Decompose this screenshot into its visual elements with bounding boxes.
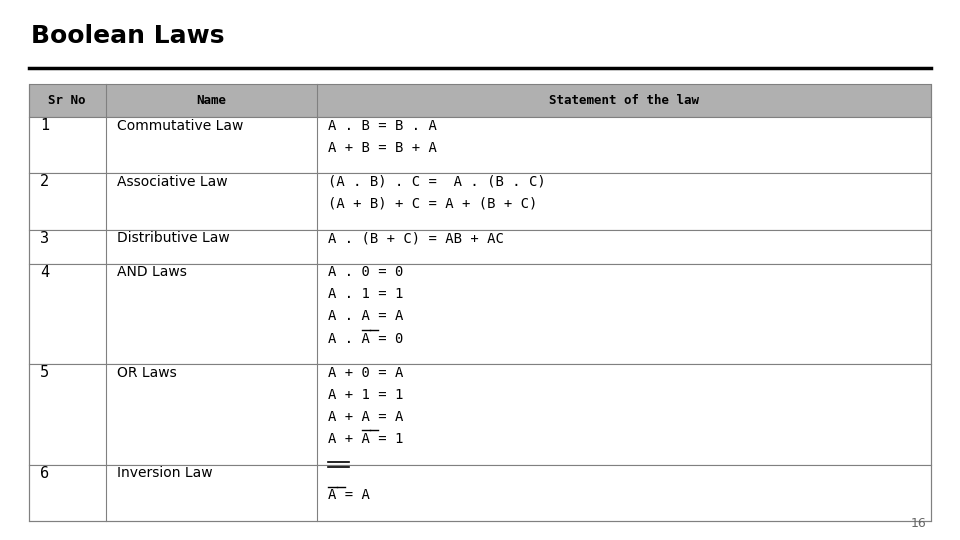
Text: 4: 4 xyxy=(40,265,50,280)
Text: OR Laws: OR Laws xyxy=(117,366,177,380)
Text: (A + B) + C = A + (B + C): (A + B) + C = A + (B + C) xyxy=(328,197,538,211)
Text: A + A = 1: A + A = 1 xyxy=(328,432,404,446)
Text: Commutative Law: Commutative Law xyxy=(117,119,244,132)
Text: A . A = 0: A . A = 0 xyxy=(328,332,404,346)
Text: A . 1 = 1: A . 1 = 1 xyxy=(328,287,404,301)
Text: A . B = B . A: A . B = B . A xyxy=(328,119,437,132)
Text: Boolean Laws: Boolean Laws xyxy=(31,24,225,48)
Text: A + 0 = A: A + 0 = A xyxy=(328,366,404,380)
Text: Name: Name xyxy=(196,94,227,107)
Text: 2: 2 xyxy=(40,174,50,190)
Text: A . A = A: A . A = A xyxy=(328,309,404,323)
Text: Statement of the law: Statement of the law xyxy=(549,94,699,107)
Text: Associative Law: Associative Law xyxy=(117,175,228,189)
Text: 5: 5 xyxy=(40,365,50,380)
Text: A = A: A = A xyxy=(328,488,371,502)
Text: AND Laws: AND Laws xyxy=(117,265,187,279)
Text: A + 1 = 1: A + 1 = 1 xyxy=(328,388,404,402)
Text: A . 0 = 0: A . 0 = 0 xyxy=(328,265,404,279)
Text: Sr No: Sr No xyxy=(48,94,86,107)
Text: A + B = B + A: A + B = B + A xyxy=(328,140,437,154)
Text: 6: 6 xyxy=(40,465,50,481)
Text: Distributive Law: Distributive Law xyxy=(117,231,229,245)
Text: A + A = A: A + A = A xyxy=(328,410,404,424)
Text: A . (B + C) = AB + AC: A . (B + C) = AB + AC xyxy=(328,231,504,245)
Text: 1: 1 xyxy=(40,118,50,133)
Text: (A . B) . C =  A . (B . C): (A . B) . C = A . (B . C) xyxy=(328,175,546,189)
Text: 3: 3 xyxy=(40,231,50,246)
Text: 16: 16 xyxy=(911,517,926,530)
Text: Inversion Law: Inversion Law xyxy=(117,466,213,480)
